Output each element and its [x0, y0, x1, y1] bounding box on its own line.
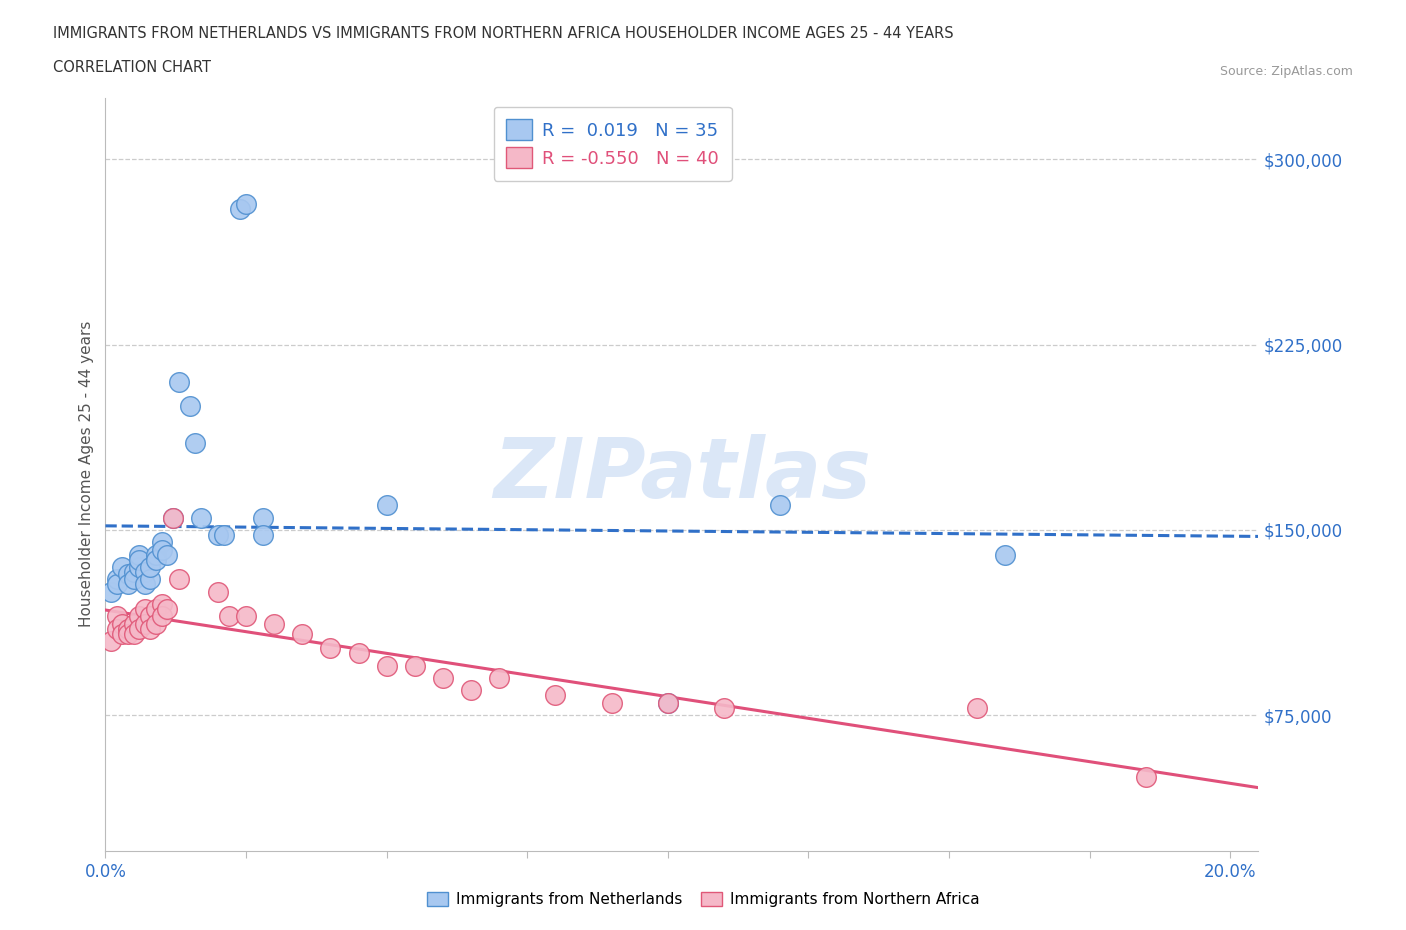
Point — [769, 498, 792, 512]
Point — [134, 617, 156, 631]
Point — [252, 527, 274, 542]
Point — [145, 547, 167, 562]
Point — [218, 609, 240, 624]
Point — [375, 658, 398, 673]
Text: IMMIGRANTS FROM NETHERLANDS VS IMMIGRANTS FROM NORTHERN AFRICA HOUSEHOLDER INCOM: IMMIGRANTS FROM NETHERLANDS VS IMMIGRANT… — [53, 26, 955, 41]
Point — [105, 572, 128, 587]
Point — [139, 609, 162, 624]
Point — [145, 552, 167, 567]
Point — [117, 567, 139, 582]
Point — [150, 542, 173, 557]
Y-axis label: Householder Income Ages 25 - 44 years: Householder Income Ages 25 - 44 years — [79, 321, 94, 628]
Point — [404, 658, 426, 673]
Point — [235, 196, 257, 211]
Point — [156, 602, 179, 617]
Point — [139, 621, 162, 636]
Point — [263, 617, 285, 631]
Point — [105, 621, 128, 636]
Point — [150, 609, 173, 624]
Point — [111, 560, 134, 575]
Point — [167, 572, 190, 587]
Point — [657, 696, 679, 711]
Point — [235, 609, 257, 624]
Point — [122, 617, 145, 631]
Point — [488, 671, 510, 685]
Point — [117, 577, 139, 591]
Point — [134, 565, 156, 579]
Text: Source: ZipAtlas.com: Source: ZipAtlas.com — [1219, 65, 1353, 78]
Point — [128, 609, 150, 624]
Point — [162, 510, 184, 525]
Point — [162, 510, 184, 525]
Point — [156, 547, 179, 562]
Point — [1135, 769, 1157, 784]
Point — [167, 374, 190, 389]
Point — [657, 696, 679, 711]
Point — [128, 560, 150, 575]
Point — [460, 683, 482, 698]
Point — [117, 626, 139, 641]
Point — [252, 510, 274, 525]
Point — [117, 621, 139, 636]
Point — [347, 646, 370, 661]
Point — [207, 527, 229, 542]
Point — [145, 602, 167, 617]
Point — [111, 626, 134, 641]
Point — [544, 688, 567, 703]
Point — [432, 671, 454, 685]
Point — [994, 547, 1017, 562]
Point — [966, 700, 988, 715]
Point — [713, 700, 735, 715]
Point — [100, 584, 122, 599]
Point — [139, 560, 162, 575]
Point — [139, 572, 162, 587]
Text: ZIPatlas: ZIPatlas — [494, 433, 870, 515]
Point — [150, 596, 173, 611]
Text: CORRELATION CHART: CORRELATION CHART — [53, 60, 211, 75]
Point — [212, 527, 235, 542]
Point — [105, 577, 128, 591]
Legend: Immigrants from Netherlands, Immigrants from Northern Africa: Immigrants from Netherlands, Immigrants … — [420, 885, 986, 913]
Point — [229, 202, 252, 217]
Point — [184, 436, 207, 451]
Point — [319, 641, 342, 656]
Point — [100, 633, 122, 648]
Point — [122, 572, 145, 587]
Point — [134, 577, 156, 591]
Point — [122, 565, 145, 579]
Point — [122, 626, 145, 641]
Point — [111, 617, 134, 631]
Point — [179, 399, 201, 414]
Point — [128, 552, 150, 567]
Point — [207, 584, 229, 599]
Point — [291, 626, 314, 641]
Point — [150, 535, 173, 550]
Point — [190, 510, 212, 525]
Point — [128, 547, 150, 562]
Point — [600, 696, 623, 711]
Point — [128, 621, 150, 636]
Point — [134, 602, 156, 617]
Point — [145, 617, 167, 631]
Legend: R =  0.019   N = 35, R = -0.550   N = 40: R = 0.019 N = 35, R = -0.550 N = 40 — [494, 107, 731, 181]
Point — [105, 609, 128, 624]
Point — [375, 498, 398, 512]
